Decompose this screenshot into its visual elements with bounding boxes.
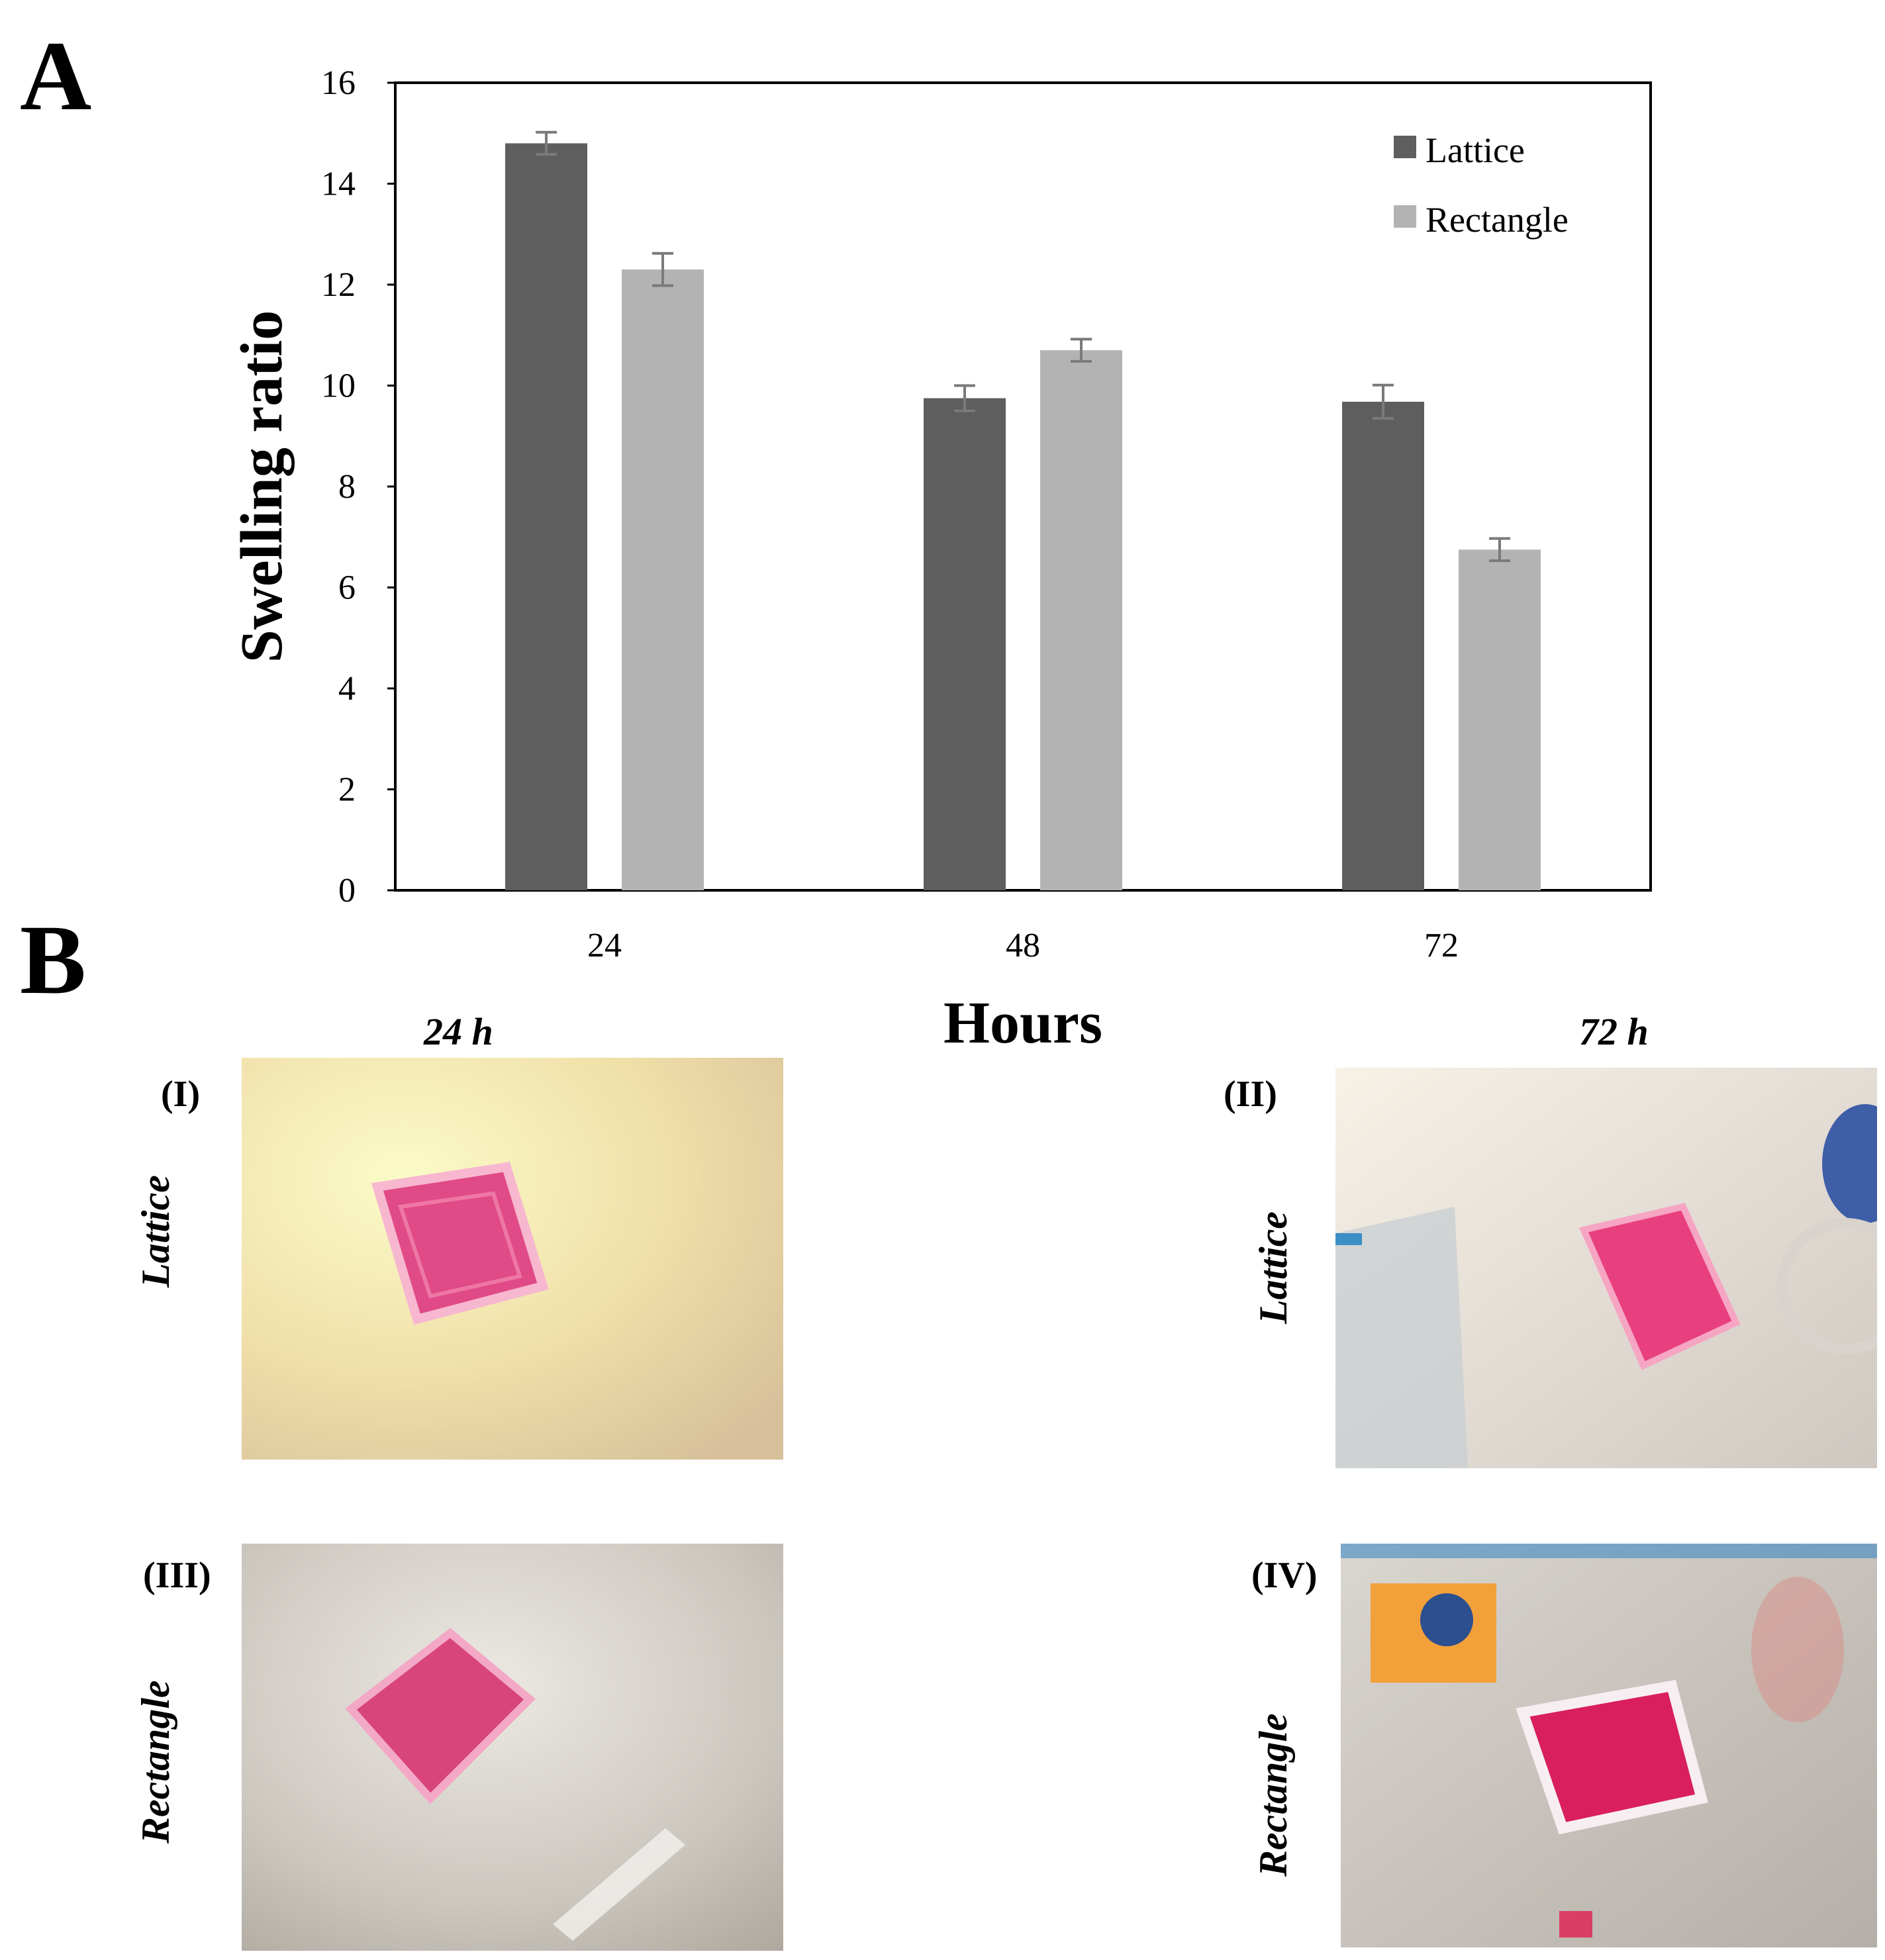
photo-lattice-72h [1335, 1068, 1877, 1468]
bar-lattice-48 [924, 398, 1006, 890]
y-tick-label: 10 [321, 367, 356, 405]
x-tick-label: 24 [587, 927, 622, 964]
column-header-24h: 24 h [424, 1010, 493, 1053]
panel-label-b: B [20, 905, 87, 1015]
legend-swatch-lattice [1394, 136, 1416, 158]
bar-rectangle-72 [1459, 549, 1541, 890]
hydrogel-sample [1579, 1203, 1741, 1370]
y-tick-label: 16 [321, 64, 356, 102]
legend-label-lattice: Lattice [1426, 130, 1525, 170]
x-tick-label: 48 [1006, 927, 1040, 964]
image-label-i: (I) [161, 1074, 201, 1115]
legend-swatch-rectangle [1394, 205, 1416, 228]
photo-lattice-24h [242, 1058, 783, 1460]
bar-rectangle-24 [622, 269, 704, 890]
legend-label-rectangle: Rectangle [1426, 200, 1569, 240]
row-label-lattice-right: Lattice [1251, 1211, 1295, 1324]
bar-lattice-72 [1342, 401, 1424, 890]
y-axis-title: Swelling ratio [229, 310, 295, 663]
y-tick-label: 0 [338, 872, 356, 910]
column-header-72h: 72 h [1579, 1013, 1649, 1051]
row-label-rectangle-right: Rectangle [1251, 1713, 1295, 1877]
hydrogel-sample [345, 1628, 536, 1804]
image-label-iii: (III) [143, 1555, 211, 1596]
bar-lattice-24 [505, 143, 587, 890]
photo-rectangle-24h [242, 1544, 783, 1951]
y-tick-label: 8 [338, 468, 356, 506]
row-label-rectangle-left: Rectangle [134, 1680, 177, 1843]
y-tick-label: 12 [321, 266, 356, 304]
bar-rectangle-48 [1040, 350, 1122, 890]
x-tick-label: 72 [1424, 927, 1459, 964]
photo-rectangle-72h [1341, 1544, 1877, 1947]
hydrogel-sample [1516, 1679, 1708, 1835]
y-tick-label: 2 [338, 771, 356, 809]
y-tick-label: 6 [338, 569, 356, 607]
row-label-lattice-left: Lattice [134, 1175, 177, 1287]
image-label-ii: (II) [1224, 1074, 1277, 1115]
panel-label-a: A [20, 21, 92, 131]
x-axis-title: Hours [943, 990, 1102, 1056]
y-tick-label: 14 [321, 165, 356, 203]
image-label-iv: (IV) [1251, 1555, 1318, 1596]
y-tick-label: 4 [338, 670, 356, 708]
